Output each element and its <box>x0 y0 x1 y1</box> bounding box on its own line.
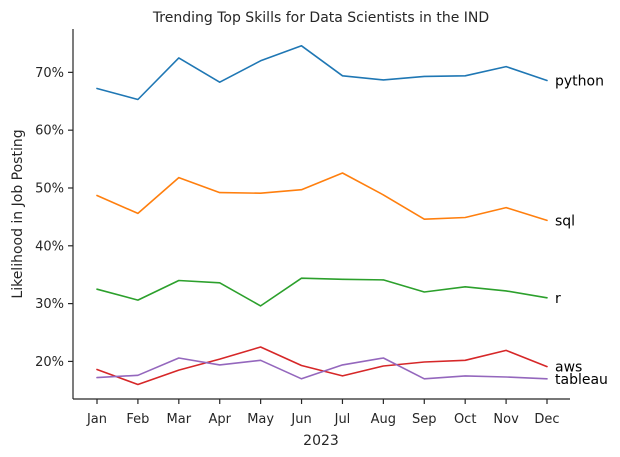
series-end-label-r: r <box>555 291 561 307</box>
x-tick-label: May <box>247 412 274 427</box>
series-layer <box>96 45 548 386</box>
x-tick-label: Jul <box>334 412 351 427</box>
x-tick-label: Feb <box>126 412 149 427</box>
x-tick-label: Jan <box>86 412 107 427</box>
x-axis-label: 2023 <box>303 433 339 449</box>
series-line-python <box>96 45 548 101</box>
y-tick-label: 30% <box>35 297 64 312</box>
series-line-r <box>96 277 548 307</box>
x-tick-label: Oct <box>454 412 476 427</box>
y-axis-label: Likelihood in Job Posting <box>10 129 26 298</box>
x-tick-label: Dec <box>534 412 559 427</box>
series-line-tableau <box>96 357 548 380</box>
series-line-sql <box>96 172 548 222</box>
x-tick-label: Aug <box>371 412 396 427</box>
y-tick-label: 60% <box>35 124 64 139</box>
series-end-label-python: python <box>555 73 604 89</box>
series-end-label-aws: aws <box>555 360 582 376</box>
y-axis-ticks: 20% 30% 40% 50% 60% 70% <box>35 66 73 370</box>
series-line-aws <box>96 346 548 386</box>
series-end-label-tableau: tableau <box>555 372 608 388</box>
y-tick-label: 20% <box>35 355 64 370</box>
x-tick-label: Apr <box>208 412 231 427</box>
x-tick-label: Nov <box>493 412 519 427</box>
y-tick-label: 40% <box>35 239 64 254</box>
x-tick-label: Sep <box>412 412 437 427</box>
y-tick-label: 70% <box>35 66 64 81</box>
x-tick-label: Jun <box>290 412 311 427</box>
chart-title: Trending Top Skills for Data Scientists … <box>152 10 489 26</box>
series-end-label-sql: sql <box>555 213 575 229</box>
x-tick-label: Mar <box>167 412 192 427</box>
y-tick-label: 50% <box>35 181 64 196</box>
x-axis-ticks: Jan Feb Mar Apr May Jun Jul Aug Sep Oct Nov Dec <box>86 399 560 427</box>
